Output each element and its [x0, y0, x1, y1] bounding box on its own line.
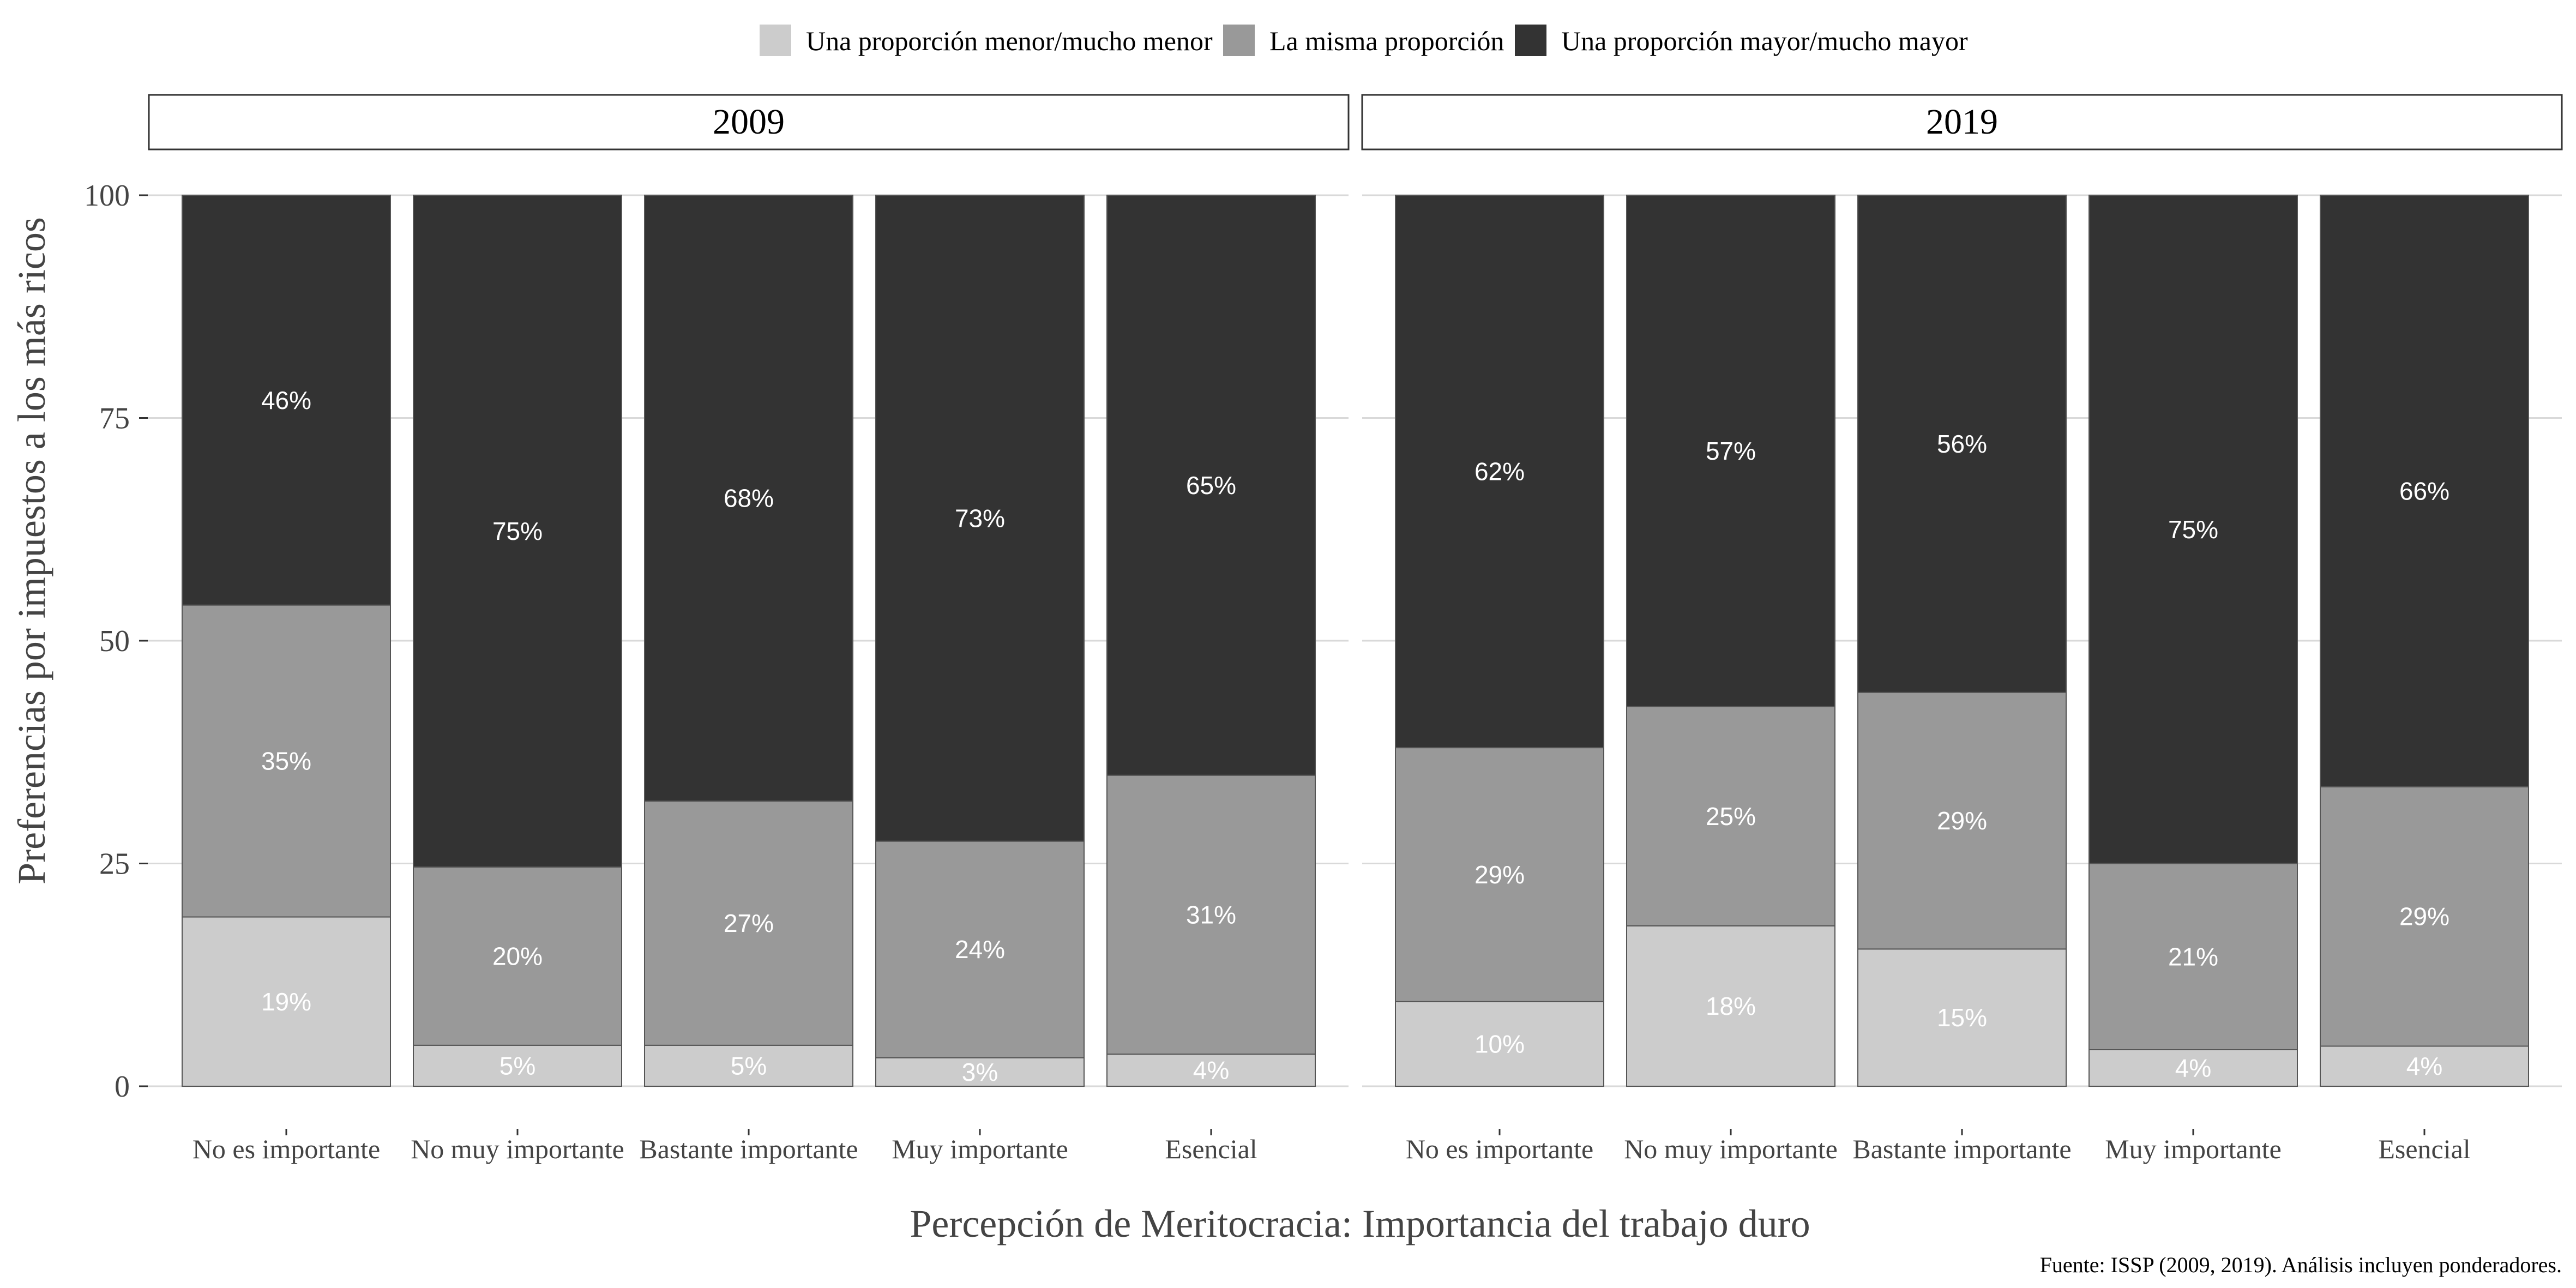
data-label: 19% [261, 988, 311, 1016]
y-tick-label: 50 [99, 624, 130, 658]
bar-segment [1857, 195, 2067, 693]
data-label: 65% [1186, 471, 1236, 499]
data-label: 21% [2168, 942, 2218, 971]
x-tick-label: Esencial [2378, 1134, 2470, 1164]
x-tick-label: No es importante [192, 1134, 380, 1164]
bar-segment [2089, 195, 2298, 864]
data-label: 24% [955, 935, 1005, 964]
x-tick-label: No es importante [1406, 1134, 1593, 1164]
legend-swatch [1515, 25, 1546, 56]
data-label: 27% [724, 909, 774, 937]
legend-label: Una proporción menor/mucho menor [806, 26, 1213, 56]
data-label: 20% [492, 942, 543, 970]
data-label: 35% [261, 747, 311, 775]
bar-segment [182, 604, 391, 918]
y-tick-label: 75 [99, 402, 130, 436]
panel-2009: 2009 19% 35% 46% No es importante 5% 20% 75% No … [148, 94, 1350, 1164]
legend-label: Una proporción mayor/mucho mayor [1561, 26, 1968, 56]
y-tick-label: 25 [99, 847, 130, 881]
data-label: 62% [1474, 458, 1525, 486]
data-label: 68% [724, 484, 774, 513]
bar-segment [1106, 1054, 1316, 1087]
bar-segment [644, 195, 853, 802]
x-tick-label: Bastante importante [639, 1134, 858, 1164]
bar-segment [413, 195, 622, 868]
bar-segment [1395, 195, 1604, 749]
data-label: 46% [261, 386, 311, 414]
data-label: 29% [2399, 902, 2449, 931]
bar-segment [1106, 195, 1316, 776]
data-label: 3% [962, 1058, 998, 1086]
bar-segment [1626, 195, 1835, 707]
data-label: 66% [2399, 477, 2449, 505]
y-tick-label: 0 [115, 1070, 130, 1104]
data-label: 10% [1474, 1030, 1525, 1058]
x-tick-label: Muy importante [892, 1134, 1068, 1164]
bar-segment [875, 840, 1085, 1058]
bar-segment [1857, 948, 2067, 1087]
data-label: 75% [2168, 515, 2218, 544]
data-label: 57% [1706, 437, 1756, 465]
y-axis: 0 25 50 75 100 [84, 179, 148, 1104]
data-label: 18% [1706, 992, 1756, 1020]
bar-segment [2089, 863, 2298, 1051]
data-label: 73% [955, 504, 1005, 532]
y-axis-title: Preferencias por impuestos a los más ric… [10, 217, 53, 884]
data-label: 56% [1937, 430, 1987, 458]
bar-segment [182, 195, 391, 606]
x-tick-label: Esencial [1165, 1134, 1257, 1164]
data-label: 29% [1474, 860, 1525, 889]
x-tick-label: Bastante importante [1852, 1134, 2071, 1164]
data-label: 4% [2406, 1052, 2442, 1080]
legend: Una proporción menor/mucho menor La misma… [760, 25, 1968, 56]
data-label: 29% [1937, 806, 1987, 835]
y-tick-label: 100 [84, 179, 130, 213]
bar-segment [413, 866, 622, 1046]
data-label: 4% [1193, 1056, 1229, 1085]
panels: 2009 19% 35% 46% No es importante 5% 20% 75% No … [148, 94, 2563, 1164]
bar-segment [413, 1044, 622, 1087]
legend-label: La misma proporción [1269, 26, 1504, 56]
bar-segment [875, 1057, 1085, 1087]
x-tick-label: Muy importante [2105, 1134, 2282, 1164]
bar-segment [1626, 706, 1835, 926]
bar-segment [2320, 786, 2529, 1047]
panel-title: 2019 [1926, 102, 1998, 142]
x-axis-title: Percepción de Meritocracia: Importancia … [910, 1202, 1810, 1245]
x-tick-label: No muy importante [411, 1134, 624, 1164]
bar-segment [644, 801, 853, 1046]
data-label: 31% [1186, 900, 1236, 929]
data-label: 25% [1706, 802, 1756, 830]
panel-strip [1361, 94, 2563, 151]
data-label: 15% [1937, 1003, 1987, 1032]
x-tick-label: No muy importante [1624, 1134, 1838, 1164]
panel-2019: 2019 10% 29% 62% No es importante 18% 25% 57% No… [1361, 94, 2563, 1164]
panel-title: 2009 [713, 102, 785, 142]
legend-swatch [760, 25, 791, 56]
bar-segment [2089, 1049, 2298, 1087]
bar-segment [1395, 1001, 1604, 1087]
legend-swatch [1223, 25, 1255, 56]
source-caption: Fuente: ISSP (2009, 2019). Análisis incl… [2040, 1253, 2562, 1277]
bar-segment [182, 916, 391, 1087]
bar-segment [2320, 195, 2529, 787]
bar-segment [1106, 774, 1316, 1055]
bar-segment [1626, 925, 1835, 1087]
data-label: 4% [2175, 1054, 2211, 1082]
bar-segment [644, 1044, 853, 1087]
data-label: 5% [731, 1051, 767, 1080]
data-label: 5% [499, 1051, 535, 1080]
data-label: 75% [492, 517, 543, 545]
panel-strip [148, 94, 1350, 151]
bar-segment [1395, 747, 1604, 1002]
bar-segment [875, 195, 1085, 842]
bar-segment [1857, 691, 2067, 950]
